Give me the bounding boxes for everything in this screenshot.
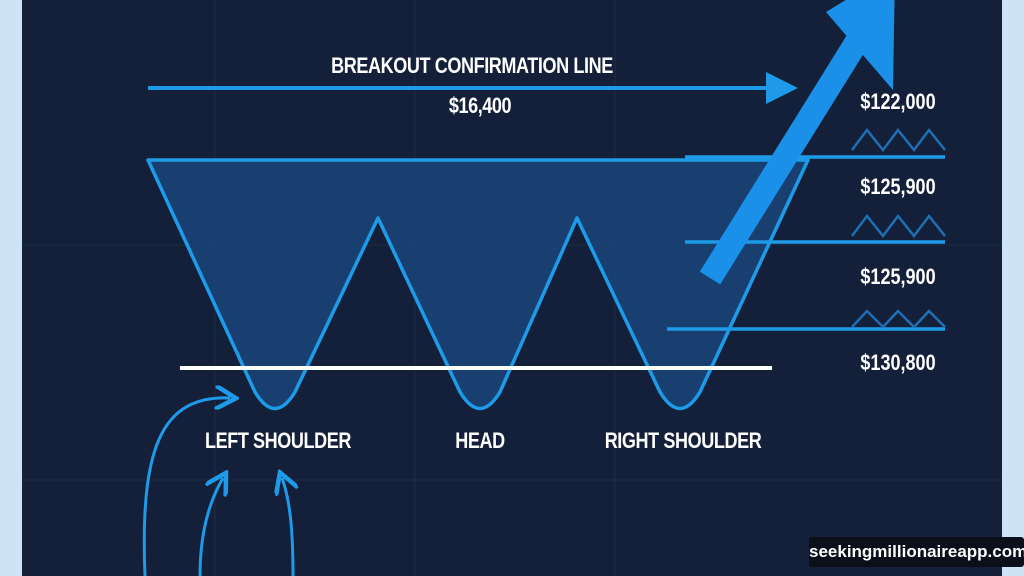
price-level: $125,900 [860,264,936,289]
breakout-title: BREAKOUT CONFIRMATION LINE [331,53,613,78]
pointer-arrows [142,398,293,576]
price-level: $122,000 [860,89,936,114]
left-shoulder-label: LEFT SHOULDER [204,428,352,453]
head-label: HEAD [455,428,505,453]
zigzag-icons [851,127,946,329]
head-and-shoulders-shape [146,158,810,411]
price-level: $125,900 [860,174,936,199]
breakout-arrow-icon [699,0,895,285]
breakout-value: $16,400 [448,93,512,118]
watermark: seekingmillionaireapp.com [809,537,1024,567]
price-level: $130,800 [860,350,936,375]
right-shoulder-label: RIGHT SHOULDER [604,428,762,453]
